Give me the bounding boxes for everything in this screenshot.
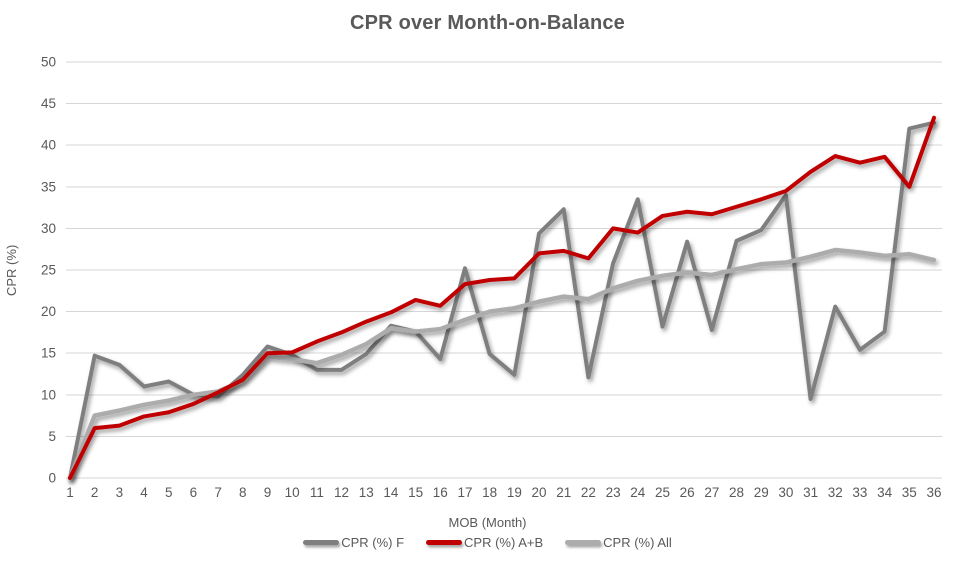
y-tick-label: 15 [41, 346, 56, 361]
x-tick-label: 10 [285, 485, 300, 500]
legend-item: CPR (%) F [303, 535, 404, 550]
y-tick-label: 0 [48, 471, 56, 486]
x-tick-label: 15 [408, 485, 423, 500]
y-tick-label: 5 [48, 429, 56, 444]
x-tick-label: 23 [606, 485, 621, 500]
x-tick-label: 6 [190, 485, 198, 500]
legend-line-swatch [303, 540, 340, 545]
x-tick-label: 5 [165, 485, 173, 500]
x-axis-title: MOB (Month) [448, 515, 527, 530]
x-axis-tick-labels: 1 2 3 4 5 6 7 8 9 10 11 12 13 14 15 16 17 18 19 20 21 22 23 24 2… [66, 485, 941, 500]
x-tick-label: 27 [704, 485, 719, 500]
x-tick-label: 31 [803, 485, 818, 500]
x-tick-label: 2 [91, 485, 99, 500]
x-tick-label: 25 [655, 485, 670, 500]
y-tick-label: 30 [41, 221, 56, 236]
x-tick-label: 19 [507, 485, 522, 500]
x-tick-label: 16 [433, 485, 448, 500]
legend-item: CPR (%) A+B [426, 535, 543, 550]
x-tick-label: 14 [383, 485, 399, 500]
x-tick-label: 33 [852, 485, 867, 500]
x-tick-label: 11 [310, 485, 324, 500]
legend-label: CPR (%) A+B [464, 535, 544, 550]
x-tick-label: 4 [140, 485, 148, 500]
y-tick-label: 50 [41, 55, 56, 70]
gridlines [66, 61, 942, 479]
x-tick-label: 36 [926, 485, 941, 500]
legend-label: CPR (%) F [341, 535, 405, 550]
x-tick-label: 34 [877, 485, 893, 500]
x-tick-label: 26 [680, 485, 695, 500]
x-tick-label: 21 [556, 485, 571, 500]
y-tick-label: 45 [41, 96, 56, 111]
y-axis-title: CPR (%) [4, 244, 19, 296]
x-tick-label: 18 [482, 485, 497, 500]
x-tick-label: 32 [828, 485, 843, 500]
legend-line-swatch [426, 540, 463, 545]
legend-label: CPR (%) All [603, 535, 672, 550]
y-tick-label: 20 [41, 304, 56, 319]
x-tick-label: 17 [457, 485, 472, 500]
y-tick-label: 40 [41, 138, 56, 153]
legend-line-swatch [565, 540, 602, 545]
series-line-2 [67, 247, 937, 481]
x-tick-label: 35 [902, 485, 917, 500]
y-tick-label: 35 [41, 179, 56, 194]
legend-item: CPR (%) All [565, 535, 672, 550]
x-tick-label: 28 [729, 485, 744, 500]
y-axis-tick-labels: 0 5 10 15 20 25 30 35 40 45 50 [41, 55, 56, 486]
series-line-1 [68, 115, 937, 480]
x-tick-label: 12 [334, 485, 349, 500]
x-tick-label: 29 [754, 485, 769, 500]
x-tick-label: 7 [214, 485, 222, 500]
x-tick-label: 22 [581, 485, 596, 500]
y-tick-label: 10 [41, 387, 56, 402]
legend: CPR (%) F CPR (%) A+B CPR (%) All [0, 535, 975, 550]
chart-title: CPR over Month-on-Balance [349, 12, 626, 34]
y-tick-label: 25 [41, 263, 56, 278]
x-tick-label: 9 [264, 485, 272, 500]
x-tick-label: 30 [778, 485, 793, 500]
x-tick-label: 24 [630, 485, 646, 500]
x-tick-label: 20 [532, 485, 547, 500]
series-lines [67, 115, 937, 481]
x-tick-label: 8 [239, 485, 247, 500]
x-tick-label: 3 [116, 485, 124, 500]
x-tick-label: 13 [359, 485, 374, 500]
x-tick-label: 1 [66, 485, 74, 500]
